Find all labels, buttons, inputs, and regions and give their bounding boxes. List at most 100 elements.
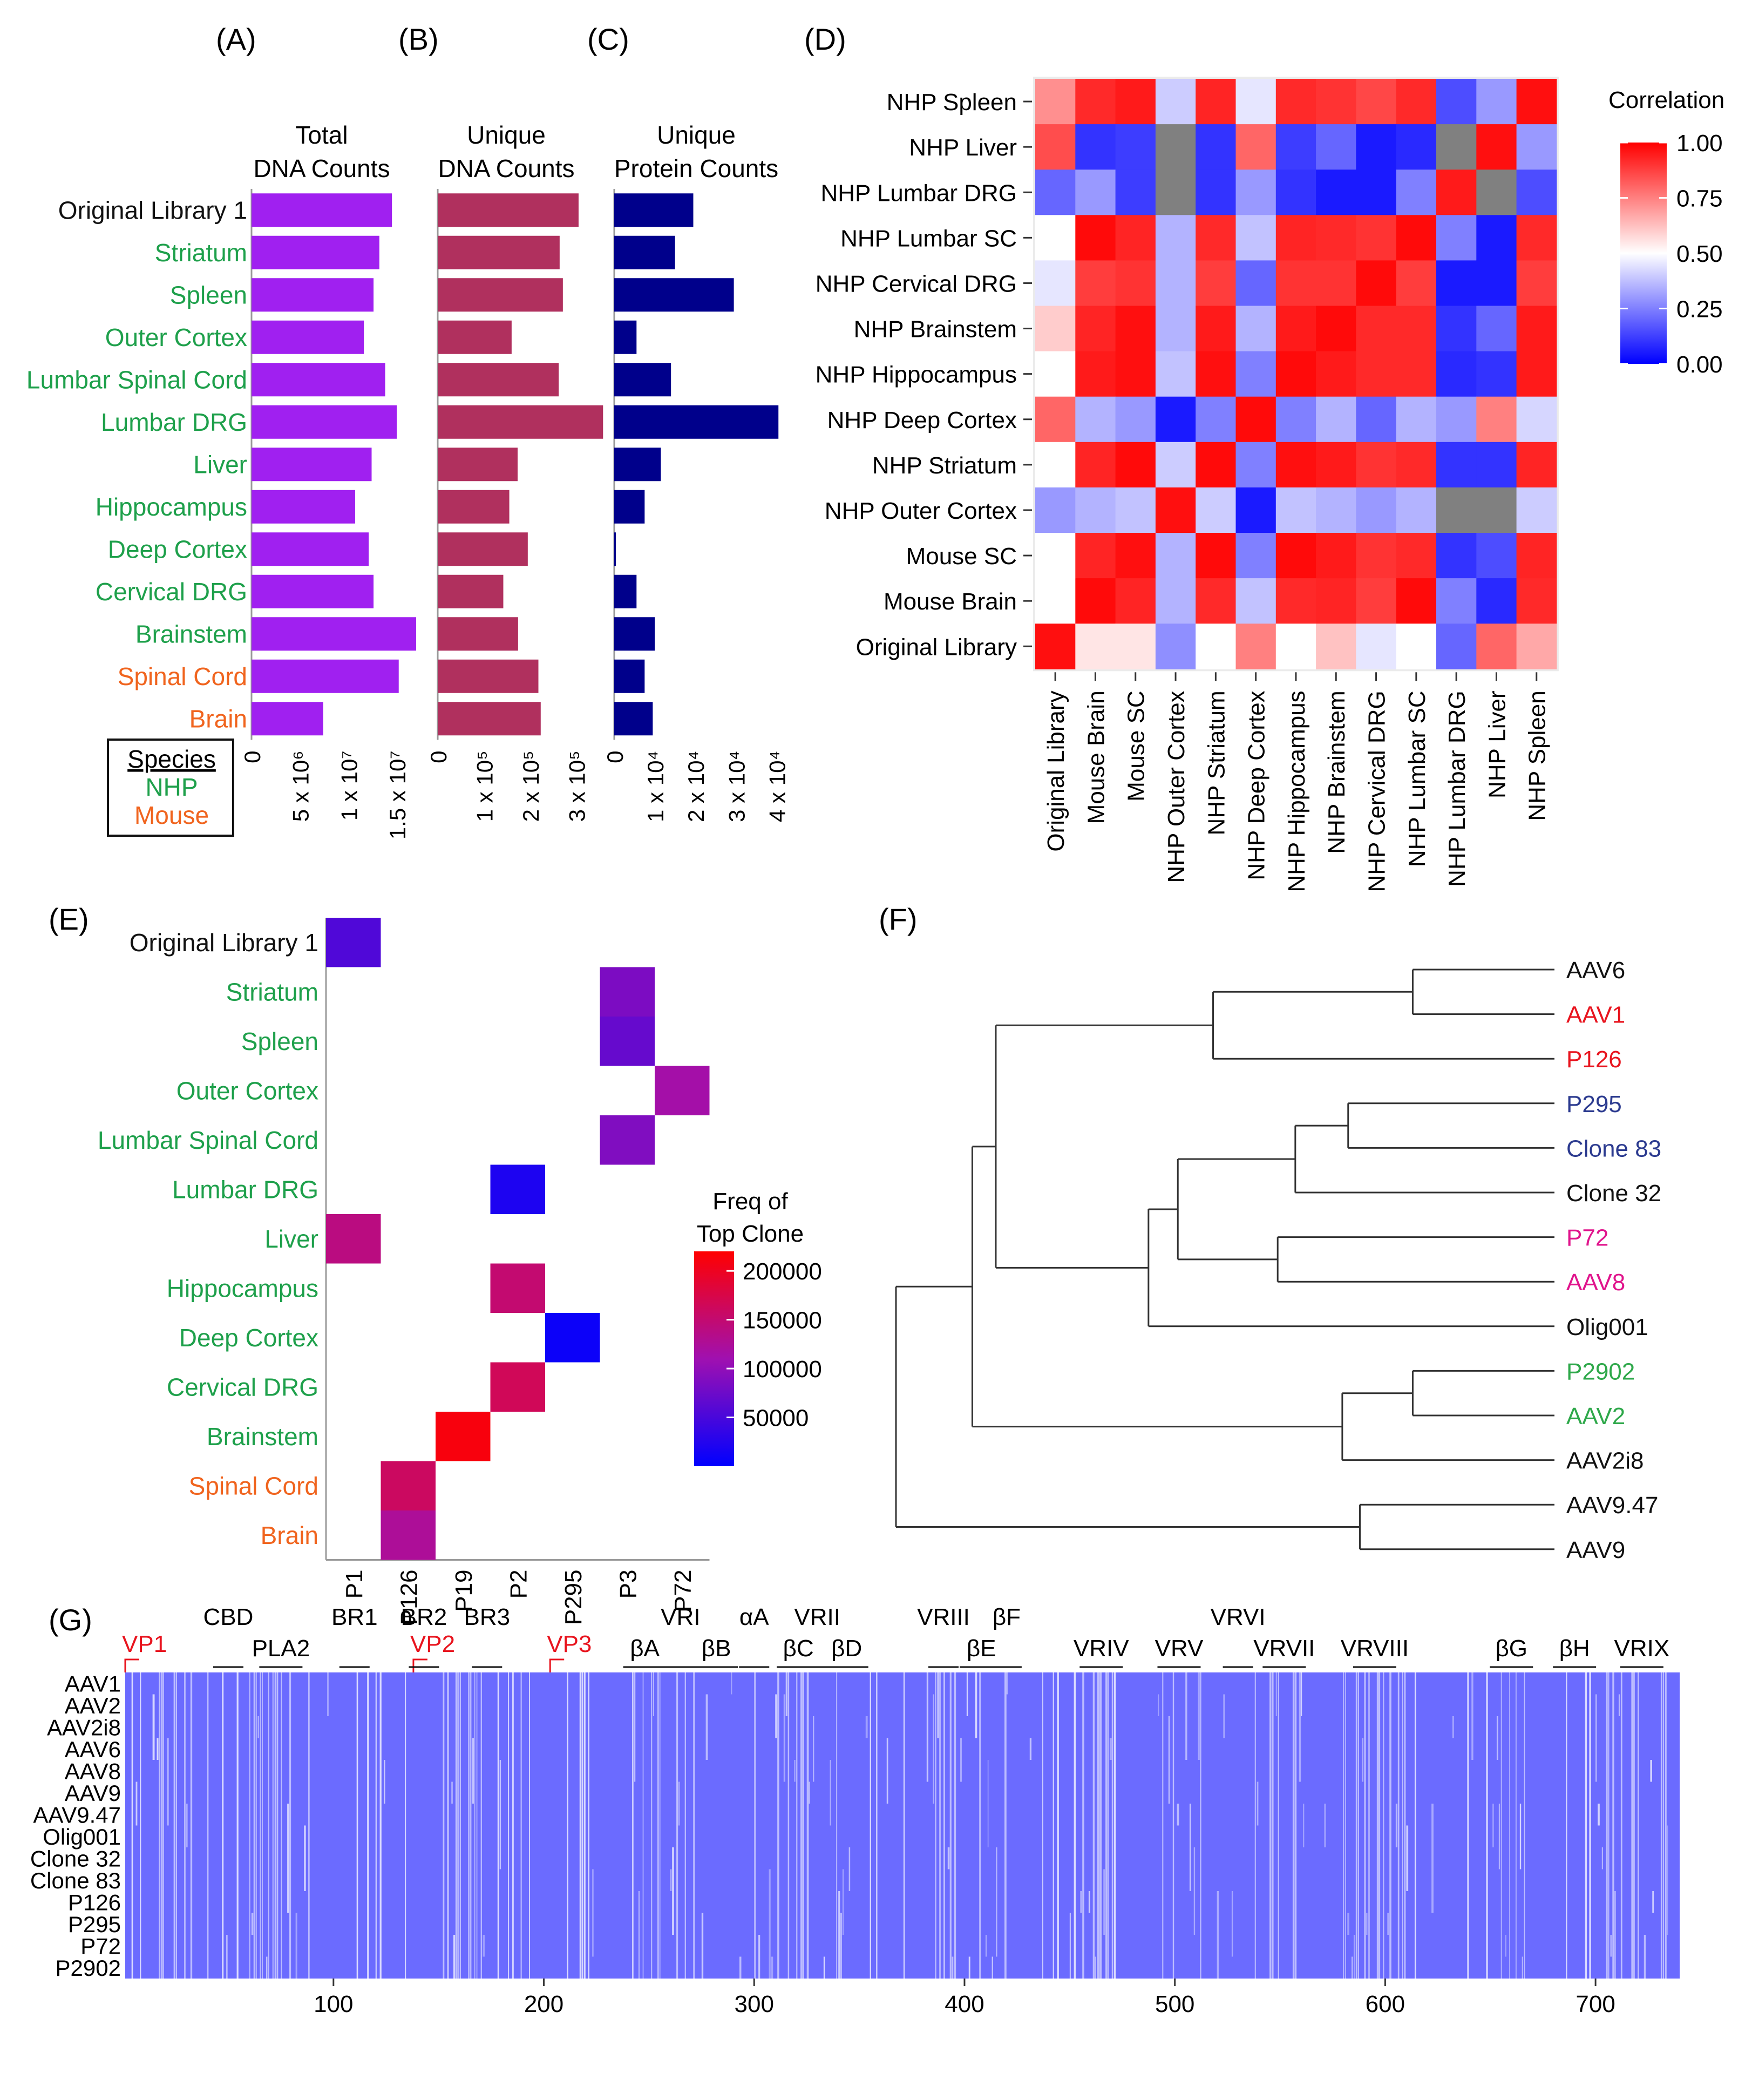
- corr-cell: [1035, 396, 1076, 443]
- corr-cell: [1075, 487, 1116, 533]
- e-row-label: Spleen: [241, 1027, 318, 1055]
- e-row-label: Liver: [264, 1225, 318, 1253]
- corr-colorbar-label: 0.25: [1676, 296, 1723, 323]
- alignment-variable-column: [447, 1672, 449, 1979]
- vp-marker-label: VP3: [547, 1631, 592, 1657]
- alignment-variable-column: [222, 1672, 224, 1979]
- corr-cell: [1035, 306, 1076, 352]
- alignment-variable-block: [1177, 1804, 1179, 1826]
- alignment-variable-block: [813, 1716, 814, 1782]
- alignment-variable-column: [1612, 1672, 1614, 1979]
- alignment-variable-column: [1052, 1672, 1054, 1979]
- alignment-variable-column: [1566, 1672, 1567, 1979]
- alignment-variable-column: [1097, 1672, 1099, 1979]
- corr-cell: [1436, 533, 1477, 579]
- corr-cell: [1516, 396, 1557, 443]
- alignment-variable-block: [1387, 1913, 1389, 1935]
- alignment-variable-block: [886, 1738, 888, 1804]
- corr-cell: [1396, 351, 1437, 397]
- corr-colorbar-label: 0.00: [1676, 351, 1723, 378]
- alignment-variable-block: [1353, 1935, 1355, 1979]
- bar: [438, 235, 560, 269]
- corr-cell: [1356, 260, 1397, 306]
- alignment-variable-column: [255, 1672, 257, 1979]
- corr-cell: [1035, 170, 1076, 215]
- e-colorbar-label: 50000: [743, 1405, 809, 1432]
- corr-cell: [1155, 442, 1196, 488]
- bar: [614, 532, 616, 566]
- e-col-label: P295: [560, 1570, 587, 1625]
- alignment-variable-block: [157, 1738, 159, 1760]
- corr-row-label: Original Library: [856, 634, 1017, 660]
- alignment-variable-block: [1185, 1672, 1187, 1760]
- corr-cell: [1476, 487, 1517, 533]
- alignment-variable-column: [1662, 1672, 1664, 1979]
- region-label: VRIII: [917, 1604, 970, 1630]
- clone-cell: [490, 1263, 545, 1313]
- corr-colorbar: [1620, 143, 1667, 364]
- alignment-variable-column: [457, 1672, 459, 1979]
- alignment-x-tick-label: 200: [524, 1991, 563, 2017]
- bar: [438, 532, 528, 566]
- bar: [614, 448, 661, 482]
- alignment-x-tick-label: 500: [1155, 1991, 1194, 2017]
- category-label: Liver: [193, 450, 247, 478]
- clone-cell: [600, 967, 655, 1017]
- alignment-variable-block: [1352, 1956, 1353, 1979]
- bar: [438, 702, 541, 736]
- e-col-label: P3: [615, 1570, 641, 1599]
- corr-colorbar-label: 0.75: [1676, 186, 1723, 212]
- corr-cell: [1075, 396, 1116, 443]
- corr-row-label: NHP Deep Cortex: [827, 407, 1017, 433]
- bar-panel-title: DNA Counts: [253, 154, 390, 182]
- region-label: VRI: [661, 1604, 700, 1630]
- corr-cell: [1035, 124, 1076, 170]
- bar-tick-label: 0: [602, 751, 628, 763]
- corr-row-label: NHP Lumbar DRG: [820, 180, 1017, 206]
- corr-cell: [1235, 396, 1276, 443]
- alignment-variable-block: [672, 1847, 674, 1935]
- alignment-variable-block: [823, 1956, 825, 1979]
- corr-cell: [1075, 79, 1116, 125]
- corr-col-label: NHP Striatum: [1203, 690, 1230, 835]
- alignment-variable-block: [1303, 1804, 1305, 1847]
- corr-cell: [1035, 215, 1076, 261]
- region-label: βF: [993, 1604, 1021, 1630]
- corr-cell: [1196, 215, 1236, 261]
- alignment-variable-column: [1345, 1672, 1346, 1979]
- region-label: VRII: [794, 1604, 840, 1630]
- corr-cell: [1196, 533, 1236, 579]
- corr-cell: [1316, 260, 1356, 306]
- corr-cell: [1235, 351, 1276, 397]
- alignment-variable-block: [251, 1913, 254, 1935]
- dendrogram-leaf-label: Clone 83: [1566, 1135, 1661, 1162]
- alignment-variable-column: [175, 1672, 178, 1979]
- region-label: VRVI: [1211, 1604, 1266, 1630]
- alignment-variable-column: [1389, 1672, 1391, 1979]
- clone-cell: [436, 1412, 491, 1461]
- alignment-variable-block: [1168, 1716, 1170, 1804]
- alignment-variable-block: [1650, 1760, 1652, 1782]
- corr-cell: [1316, 306, 1356, 352]
- corr-cell: [1275, 79, 1316, 125]
- alignment-variable-block: [186, 1804, 188, 1847]
- bar: [438, 193, 579, 227]
- alignment-x-tick-label: 600: [1366, 1991, 1405, 2017]
- e-colorbar-label: 100000: [743, 1356, 822, 1383]
- corr-cell: [1436, 487, 1477, 533]
- species-legend: Species NHP Mouse: [107, 739, 234, 837]
- category-label: Outer Cortex: [105, 323, 247, 351]
- alignment-variable-block: [992, 1956, 993, 1979]
- corr-col-label: NHP Lumbar DRG: [1444, 690, 1470, 887]
- corr-cell: [1035, 578, 1076, 624]
- alignment-row-label: Clone 32: [30, 1846, 121, 1871]
- bar: [252, 363, 385, 397]
- corr-cell: [1476, 79, 1517, 125]
- corr-cell: [1196, 170, 1236, 215]
- alignment-variable-block: [167, 1738, 169, 1826]
- dendrogram-leaf-label: AAV2i8: [1566, 1448, 1644, 1474]
- bar-tick-label: 2 x 10⁴: [683, 751, 709, 822]
- bar: [252, 490, 355, 524]
- clone-cell: [381, 1461, 436, 1510]
- panel-label-e: (E): [49, 902, 89, 936]
